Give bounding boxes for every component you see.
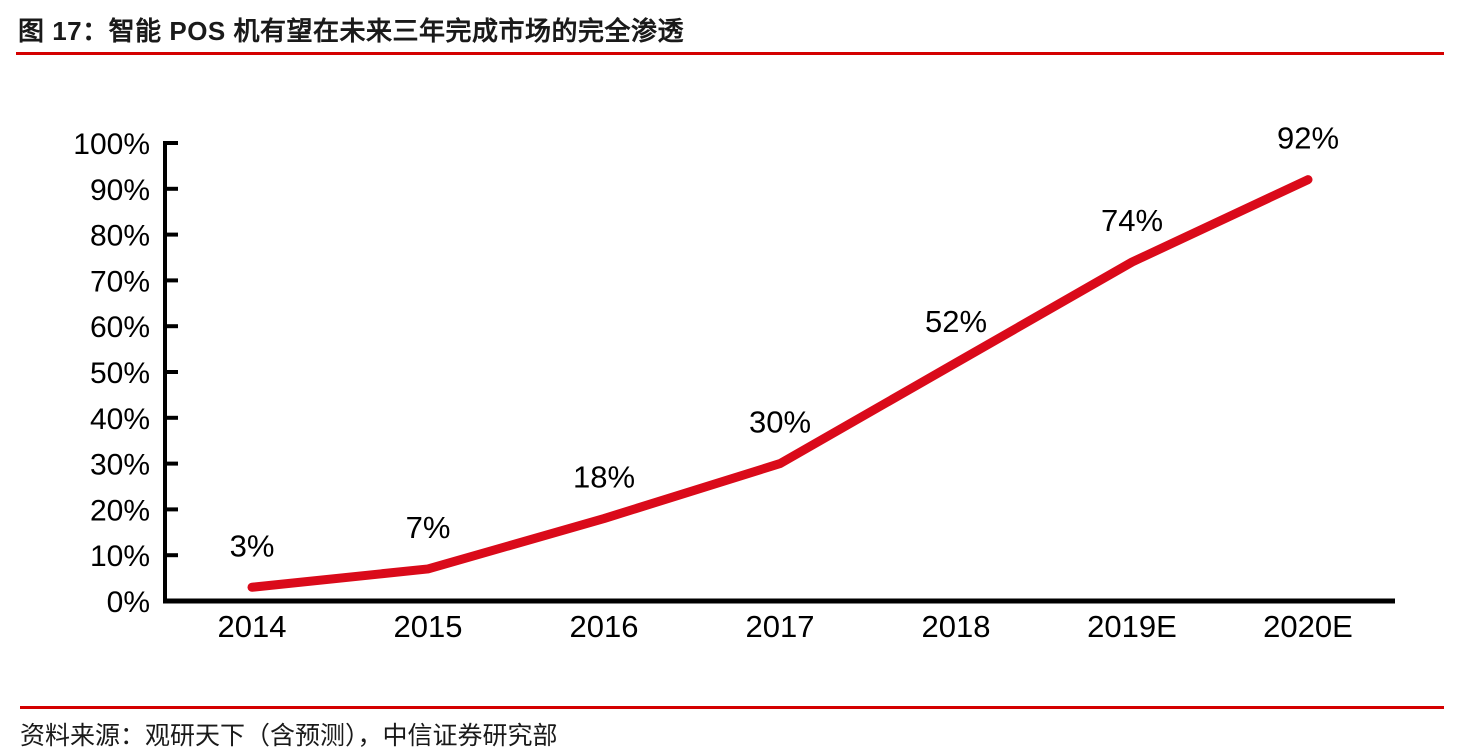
- data-label: 7%: [406, 510, 451, 545]
- y-tick-label: 60%: [90, 311, 150, 344]
- x-category-label: 2020E: [1263, 609, 1353, 644]
- y-tick-label: 100%: [73, 128, 150, 161]
- penetration-line: [247, 175, 1313, 592]
- data-label: 3%: [230, 528, 275, 563]
- data-label: 30%: [749, 405, 811, 440]
- data-label: 52%: [925, 304, 987, 339]
- y-tick-label: 30%: [90, 449, 150, 482]
- y-tick-label: 0%: [107, 586, 150, 619]
- y-tick-label: 80%: [90, 220, 150, 253]
- y-tick-label: 20%: [90, 494, 150, 527]
- data-label: 74%: [1101, 203, 1163, 238]
- source-divider: [20, 706, 1444, 709]
- data-label: 18%: [573, 460, 635, 495]
- data-label: 92%: [1277, 121, 1339, 156]
- figure-title: 图 17：智能 POS 机有望在未来三年完成市场的完全渗透: [18, 16, 684, 46]
- y-tick-label: 70%: [90, 265, 150, 298]
- x-category-label: 2019E: [1087, 609, 1177, 644]
- x-category-label: 2014: [218, 609, 287, 644]
- source-note: 资料来源：观研天下（含预测），中信证券研究部: [20, 722, 558, 750]
- title-divider: [16, 52, 1444, 55]
- y-tick-label: 50%: [90, 357, 150, 390]
- y-tick-label: 40%: [90, 403, 150, 436]
- y-tick-label: 90%: [90, 174, 150, 207]
- x-category-label: 2015: [394, 609, 463, 644]
- x-category-label: 2016: [570, 609, 639, 644]
- y-tick-label: 10%: [90, 540, 150, 573]
- x-category-label: 2018: [922, 609, 991, 644]
- x-category-label: 2017: [746, 609, 815, 644]
